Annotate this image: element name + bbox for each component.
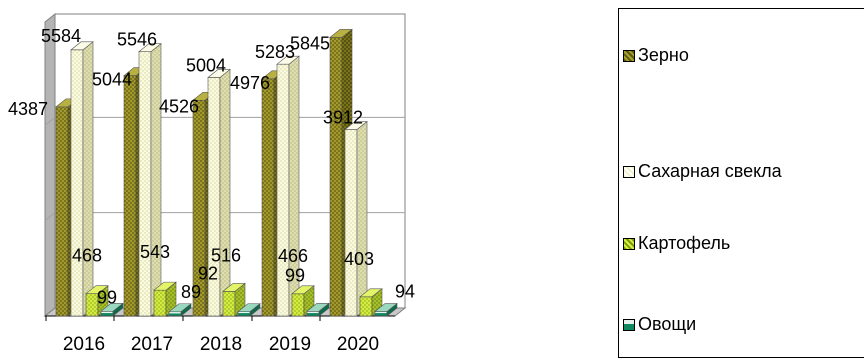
- bar-top-sugar-beet-2020: [344, 121, 368, 130]
- chart-bars: [55, 28, 398, 317]
- data-label-vegetables-2016: 99: [97, 287, 117, 307]
- data-label-grain-2017: 5044: [92, 70, 132, 90]
- bar-front-potato-2020: [359, 296, 373, 317]
- bar-front-vegetables-2016: [100, 310, 114, 317]
- bar-front-sugar-beet-2020: [344, 129, 358, 317]
- bar-top-vegetables-2019: [306, 302, 330, 312]
- bar-top-vegetables-2016: [100, 302, 124, 312]
- bar-vegetables-2016: [100, 302, 124, 317]
- legend-swatch-vegetables: [623, 318, 635, 331]
- data-label-potato-2018: 516: [211, 245, 241, 265]
- bar-front-potato-2018: [222, 291, 236, 317]
- bar-top-potato-2018: [222, 283, 246, 292]
- bar-sugar-beet-2017: [138, 43, 162, 317]
- bar-top-potato-2016: [85, 285, 109, 294]
- data-label-grain-2020: 5845: [290, 33, 330, 53]
- bar-potato-2017: [153, 281, 177, 317]
- legend-label-vegetables: Овощи: [638, 314, 697, 334]
- bar-front-grain-2016: [55, 106, 69, 317]
- gridline-side-1: [44, 116, 56, 126]
- bar-vegetables-2020: [374, 302, 398, 317]
- data-label-potato-2020: 403: [344, 249, 374, 269]
- bar-front-vegetables-2017: [168, 311, 182, 317]
- legend-swatch-sugar-beet: [623, 165, 635, 178]
- x-tick-2016: 2016: [63, 334, 105, 355]
- bar-side-sugar-beet-2017: [150, 43, 162, 317]
- bar-top-potato-2020: [359, 288, 383, 298]
- bar-top-vegetables-2017: [168, 303, 192, 313]
- bar-potato-2018: [222, 282, 246, 317]
- bar-top-potato-2017: [153, 281, 177, 291]
- bar-sugar-beet-2016: [70, 41, 94, 317]
- bar-front-grain-2019: [261, 78, 275, 317]
- bar-front-vegetables-2019: [306, 310, 320, 317]
- chart-side-wall: [44, 12, 56, 318]
- bar-front-vegetables-2020: [374, 311, 388, 317]
- chart-legend: Зерно Сахарная свекла Картофель Овощи: [618, 8, 864, 358]
- bar-top-vegetables-2020: [374, 303, 398, 312]
- bar-top-sugar-beet-2019: [276, 55, 300, 65]
- bar-front-potato-2017: [153, 289, 167, 317]
- legend-item-sugar-beet: Сахарная свекла: [623, 161, 782, 182]
- bar-vegetables-2018: [237, 302, 261, 317]
- bar-front-grain-2020: [329, 37, 343, 317]
- legend-label-grain: Зерно: [638, 45, 689, 65]
- data-label-vegetables-2019: 99: [285, 265, 305, 285]
- data-label-sugar-beet-2018: 5004: [186, 55, 226, 75]
- bar-top-sugar-beet-2017: [138, 43, 162, 52]
- data-label-grain-2019: 4976: [230, 73, 270, 93]
- data-label-vegetables-2018: 92: [198, 264, 218, 284]
- bar-front-sugar-beet-2017: [138, 51, 152, 317]
- data-label-potato-2017: 543: [140, 242, 170, 262]
- bar-front-grain-2017: [123, 75, 137, 317]
- bar-front-potato-2019: [291, 293, 305, 317]
- data-label-sugar-beet-2020: 3912: [323, 108, 363, 128]
- legend-item-vegetables: Овощи: [623, 314, 696, 335]
- data-label-sugar-beet-2017: 5546: [117, 30, 157, 50]
- bar-top-vegetables-2018: [237, 303, 261, 312]
- bar-top-sugar-beet-2018: [207, 69, 231, 78]
- legend-item-potato: Картофель: [623, 233, 730, 254]
- bar-sugar-beet-2018: [207, 68, 231, 317]
- data-label-grain-2016: 4387: [8, 99, 48, 119]
- data-label-potato-2016: 468: [72, 246, 102, 266]
- legend-item-grain: Зерно: [623, 45, 689, 66]
- bar-top-sugar-beet-2016: [70, 41, 94, 51]
- data-label-potato-2019: 466: [278, 246, 308, 266]
- bar-vegetables-2019: [306, 302, 330, 317]
- bar-sugar-beet-2020: [344, 120, 368, 317]
- chart-x-axis: 2016 2017 2018 2019 2020: [45, 316, 379, 355]
- data-label-grain-2018: 4526: [159, 96, 199, 116]
- x-tick-2018: 2018: [200, 334, 242, 355]
- gridline-side-0: [44, 212, 56, 222]
- bar-side-sugar-beet-2018: [219, 68, 231, 317]
- legend-label-sugar-beet: Сахарная свекла: [638, 161, 782, 181]
- data-label-sugar-beet-2016: 5584: [41, 26, 81, 46]
- bar-side-sugar-beet-2020: [356, 120, 368, 317]
- bar-front-sugar-beet-2016: [70, 49, 84, 317]
- bar-vegetables-2017: [168, 303, 192, 317]
- data-label-vegetables-2020: 94: [395, 282, 415, 302]
- x-tick-2019: 2019: [269, 334, 311, 355]
- data-label-vegetables-2017: 89: [181, 282, 201, 302]
- data-label-sugar-beet-2019: 5283: [255, 42, 295, 62]
- x-tick-2020: 2020: [337, 334, 379, 355]
- legend-swatch-potato: [623, 237, 635, 250]
- bar-top-potato-2019: [291, 285, 315, 295]
- bar-front-vegetables-2018: [237, 311, 251, 317]
- bar-potato-2020: [359, 288, 383, 317]
- x-tick-2017: 2017: [131, 334, 173, 355]
- legend-swatch-grain: [623, 49, 635, 62]
- legend-label-potato: Картофель: [638, 233, 731, 253]
- bar-top-grain-2020: [329, 29, 353, 38]
